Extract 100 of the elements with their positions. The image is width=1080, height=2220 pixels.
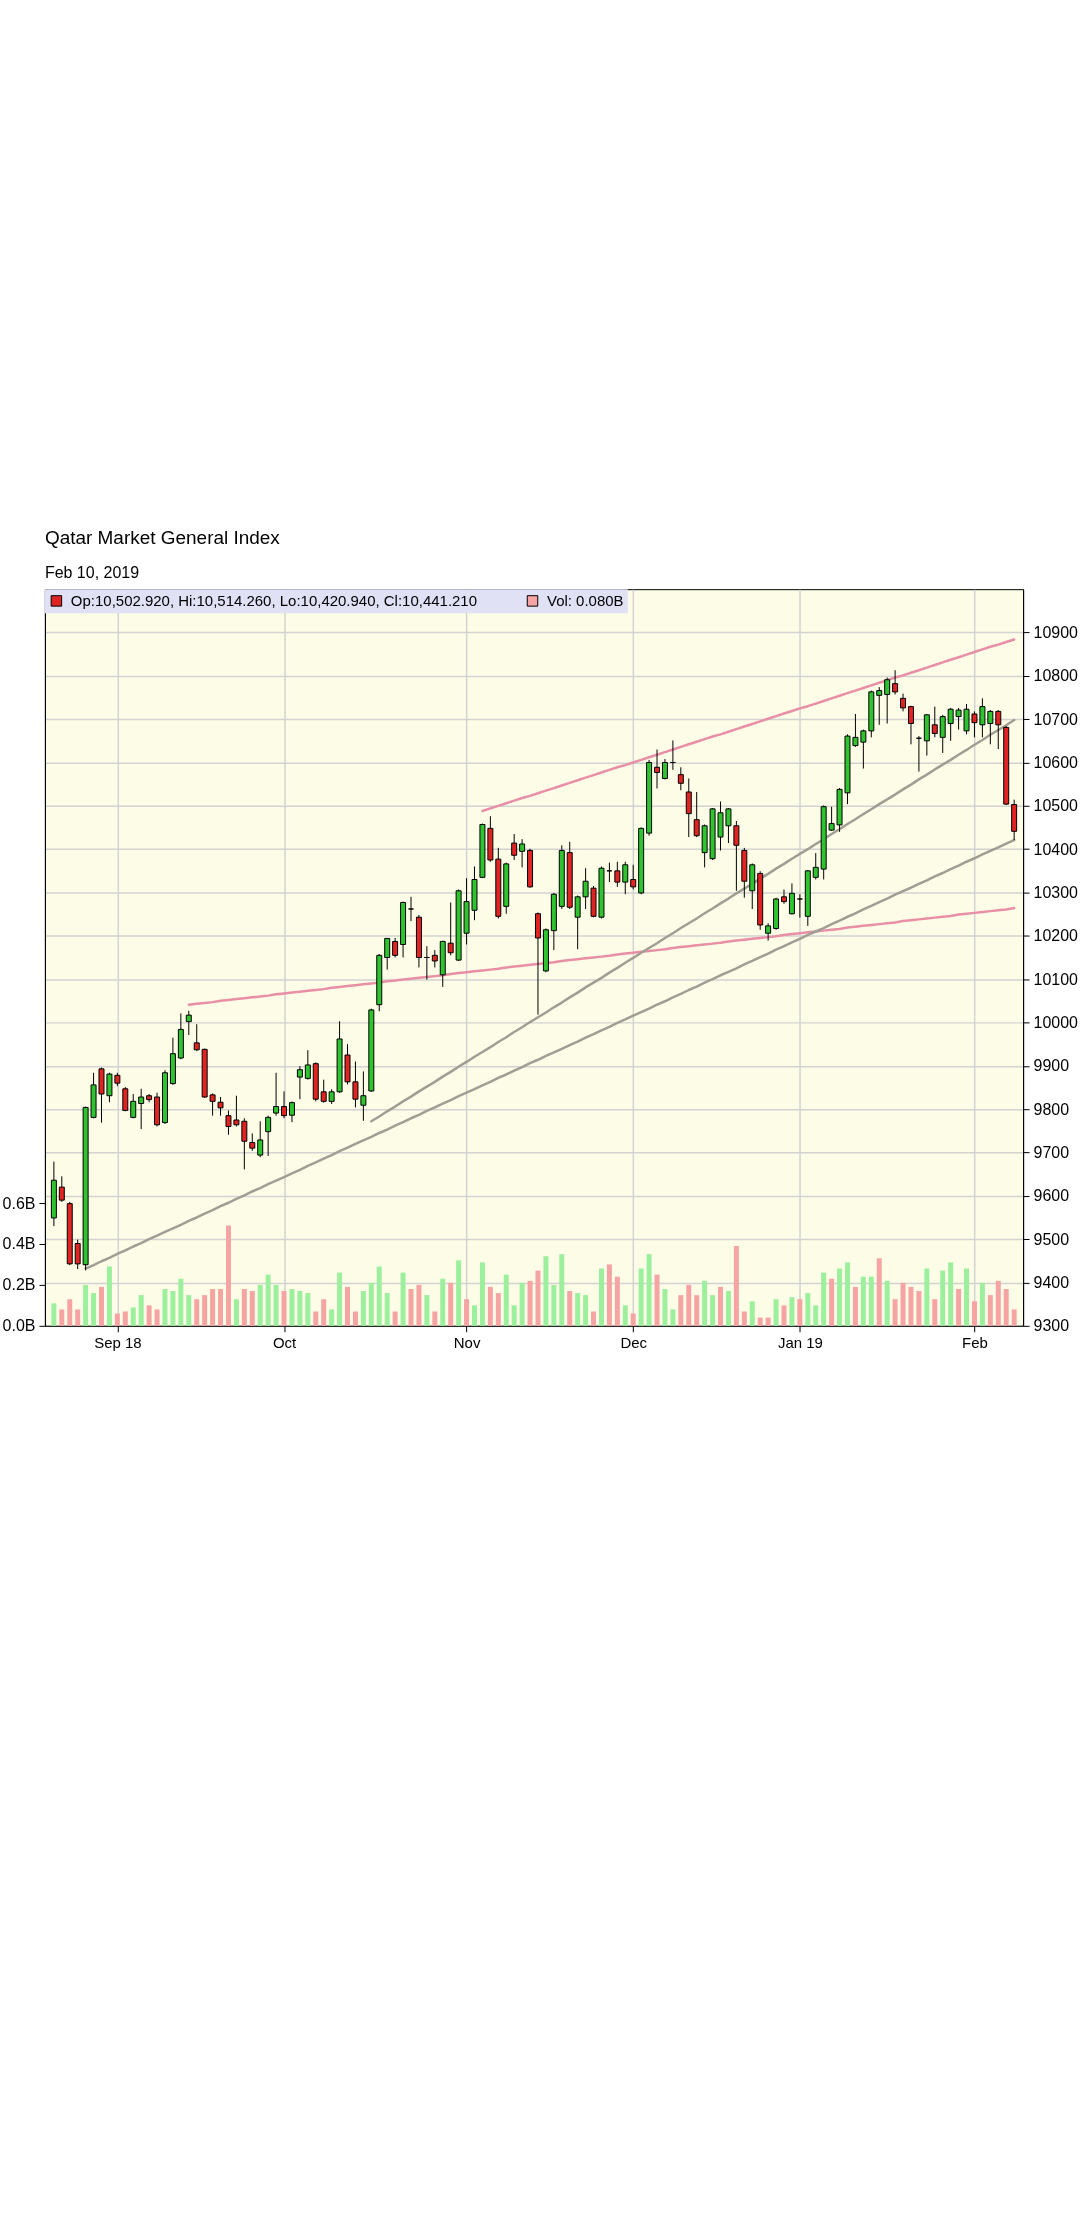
bar: [892, 1299, 898, 1326]
candlestick: [304, 1049, 311, 1081]
bar: [718, 1286, 724, 1326]
bar: [321, 1299, 327, 1326]
bar: [638, 1268, 644, 1326]
y-tick-label: 9700: [1033, 1143, 1070, 1161]
bar: [297, 1291, 303, 1326]
bar: [598, 1268, 604, 1326]
bar: [218, 1288, 224, 1326]
candlestick: [677, 766, 684, 791]
bar: [876, 1258, 882, 1326]
line-series: [84, 838, 1016, 1270]
bar: [1003, 1288, 1009, 1326]
candlestick: [392, 937, 399, 958]
bar: [630, 1313, 636, 1326]
bar: [51, 1303, 57, 1326]
bar: [210, 1288, 216, 1326]
bar: [757, 1317, 763, 1326]
x-tick-label: Feb: [962, 1334, 988, 1352]
y-tick-label: 10200: [1033, 927, 1079, 945]
bar: [852, 1286, 858, 1326]
legend-label: Vol: 0.080B: [546, 591, 624, 609]
y-tick-label: 9600: [1033, 1187, 1070, 1205]
candlestick: [654, 749, 661, 789]
x-tick-label: Sep 18: [94, 1334, 142, 1352]
candlestick: [58, 1175, 65, 1203]
bar: [202, 1295, 208, 1326]
bar: [59, 1309, 65, 1326]
bar: [400, 1272, 406, 1326]
chart-title: Qatar Market General Index: [44, 527, 281, 549]
candlestick: [622, 861, 629, 895]
bar: [844, 1262, 850, 1326]
bar: [384, 1293, 390, 1326]
y2-tick-label: 0.4B: [2, 1235, 36, 1253]
bar: [273, 1284, 279, 1326]
candlestick: [281, 1090, 288, 1119]
bar: [797, 1299, 803, 1326]
bar: [456, 1260, 462, 1326]
y-tick-label: 9800: [1033, 1100, 1070, 1118]
candlestick: [273, 1072, 280, 1117]
bar: [313, 1311, 319, 1326]
bar: [424, 1295, 430, 1326]
y-tick-label: 9900: [1033, 1057, 1070, 1075]
bar: [979, 1282, 985, 1326]
bar: [614, 1276, 620, 1326]
bar: [575, 1293, 581, 1326]
bar: [765, 1317, 771, 1326]
bar: [551, 1284, 557, 1326]
bar: [329, 1309, 335, 1326]
bar: [511, 1305, 517, 1326]
y-tick-label: 10400: [1033, 840, 1079, 858]
bar: [225, 1225, 231, 1326]
y-tick-label: 10600: [1033, 754, 1079, 771]
candlestick: [288, 1100, 295, 1123]
bar: [368, 1282, 374, 1326]
bar: [257, 1284, 263, 1326]
bar: [583, 1295, 589, 1326]
candlestick: [519, 838, 526, 868]
bar: [773, 1299, 779, 1326]
bar: [487, 1286, 493, 1326]
y-tick-label: 9300: [1033, 1317, 1070, 1335]
bar: [91, 1293, 97, 1326]
bar: [678, 1295, 684, 1326]
bar: [741, 1311, 747, 1326]
bar: [940, 1270, 946, 1326]
x-tick-label: Nov: [453, 1334, 481, 1352]
bar: [471, 1305, 477, 1326]
bar: [749, 1301, 755, 1326]
candlestick: [384, 937, 391, 971]
bar: [543, 1256, 549, 1326]
bar: [916, 1291, 922, 1326]
bar: [813, 1305, 819, 1326]
bar: [622, 1305, 628, 1326]
candlestick: [892, 669, 899, 695]
y-tick-label: 9500: [1033, 1230, 1070, 1248]
y-tick-label: 10100: [1033, 970, 1079, 988]
bar: [305, 1293, 311, 1326]
bar: [964, 1268, 970, 1326]
bar: [281, 1291, 287, 1326]
candlestick: [812, 852, 819, 880]
y2-tick-label: 0.2B: [2, 1276, 36, 1294]
bar: [694, 1295, 700, 1326]
bar: [416, 1284, 422, 1326]
line-series: [370, 718, 1016, 1123]
candlestick: [296, 1065, 303, 1100]
bar: [448, 1282, 454, 1326]
bar: [702, 1280, 708, 1326]
bar: [606, 1264, 612, 1326]
bar: [352, 1311, 358, 1326]
bar: [83, 1284, 89, 1326]
bar: [289, 1288, 295, 1326]
bar: [337, 1272, 343, 1326]
candlestick: [138, 1088, 145, 1130]
bar: [162, 1288, 168, 1326]
bar: [924, 1268, 930, 1326]
bar: [99, 1286, 104, 1326]
y2-tick-label: 0.0B: [2, 1317, 36, 1335]
bar: [837, 1268, 843, 1326]
bar: [464, 1299, 470, 1326]
chart-subtitle: Feb 10, 2019: [44, 564, 140, 582]
